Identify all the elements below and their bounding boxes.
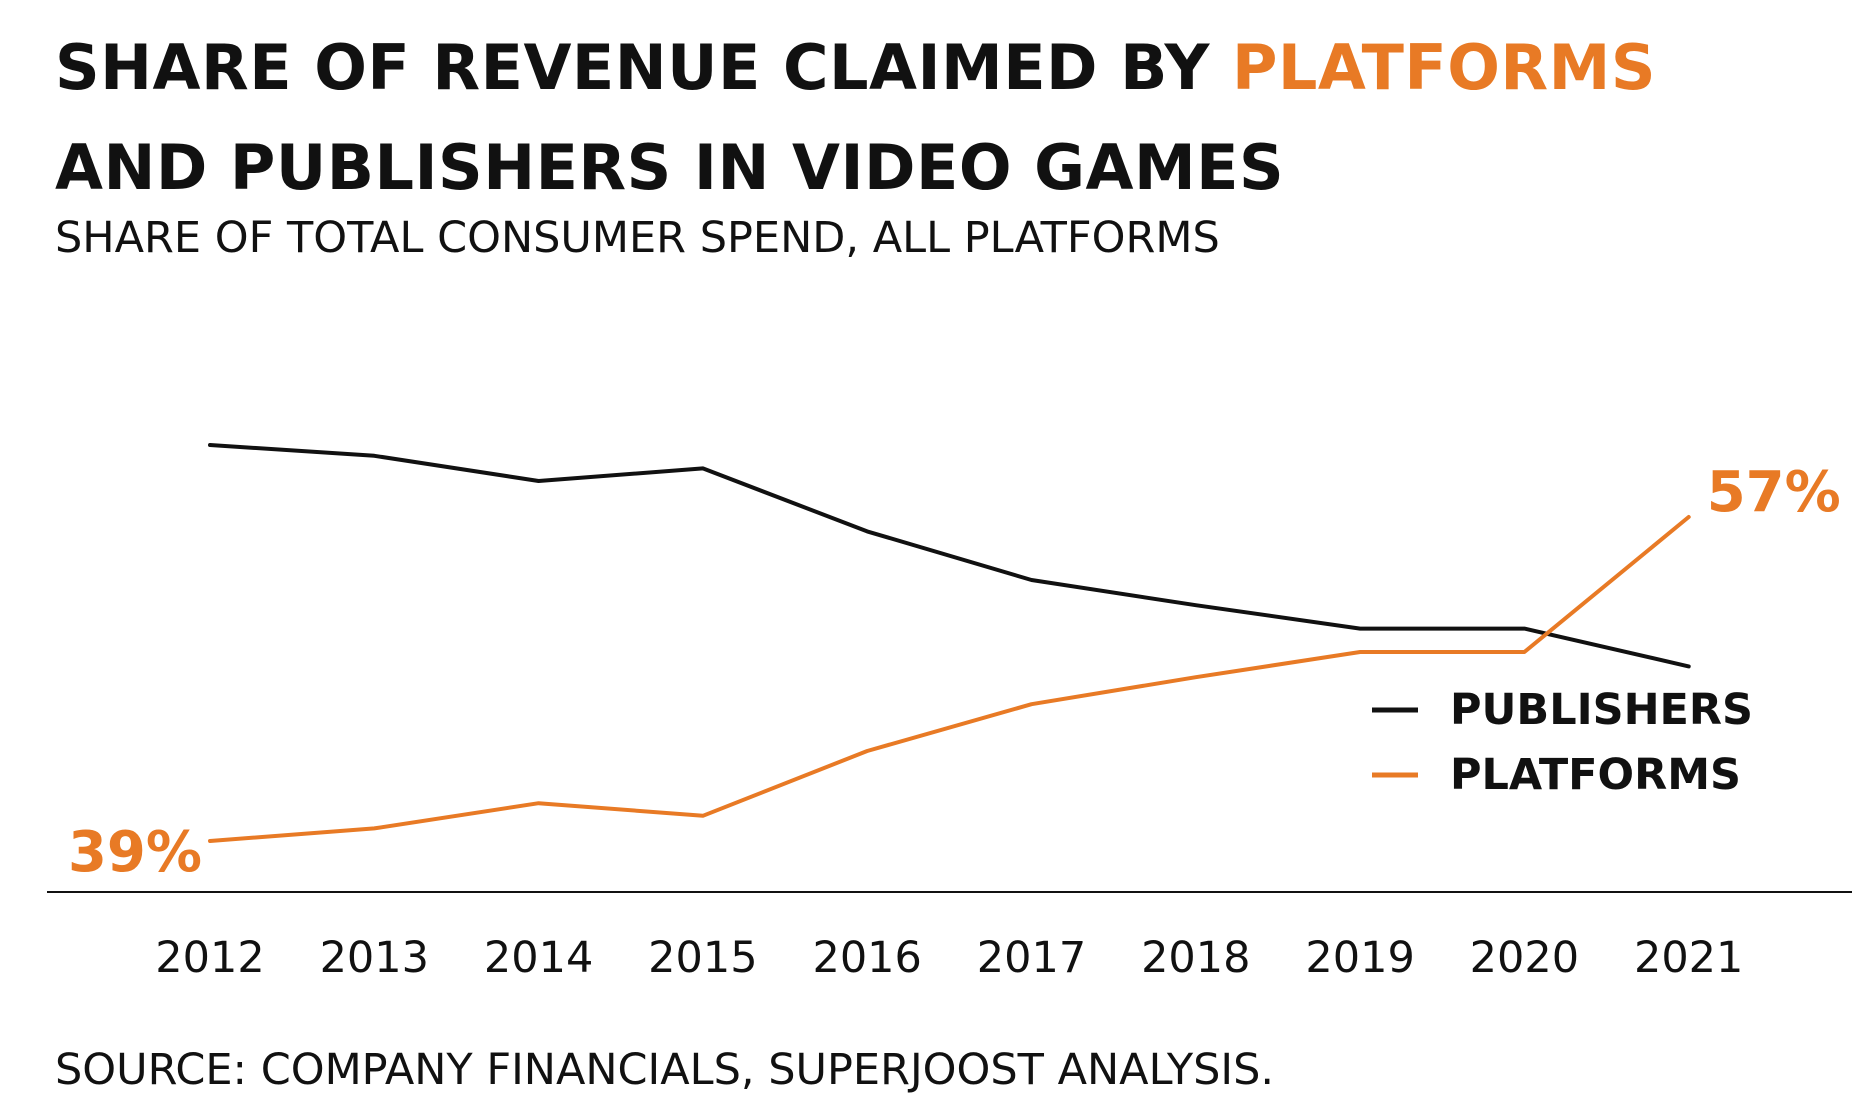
series-layer (208, 443, 1691, 843)
title-accent-text: PLATFORMS (1231, 31, 1657, 104)
source-note: SOURCE: COMPANY FINANCIALS, SUPERJOOST A… (55, 1045, 1275, 1095)
x-tick-label-2016: 2016 (812, 933, 921, 983)
title-line2-text: AND PUBLISHERS IN VIDEO GAMES (55, 131, 1285, 204)
x-tick-label-2015: 2015 (648, 933, 757, 983)
series-line-publishers (208, 443, 1691, 669)
data-label-2021: 57% (1707, 460, 1841, 525)
legend-label-platforms: PLATFORMS (1450, 750, 1741, 800)
x-tick-labels: 2012 2013 2014 2015 2016 2017 2018 2019 2020 2021 (155, 933, 1743, 983)
x-tick-label-2020: 2020 (1470, 933, 1579, 983)
x-tick-label-2012: 2012 (155, 933, 264, 983)
chart-title: SHARE OF REVENUE CLAIMED BY PLATFORMS AND… (55, 18, 1835, 218)
x-tick-label-2021: 2021 (1634, 933, 1743, 983)
series-line-platforms (208, 515, 1691, 843)
x-tick-label-2018: 2018 (1141, 933, 1250, 983)
data-labels: 39% 57% (68, 460, 1841, 885)
title-line1-text: SHARE OF REVENUE CLAIMED BY (55, 31, 1232, 104)
x-tick-label-2017: 2017 (977, 933, 1086, 983)
chart-subtitle: SHARE OF TOTAL CONSUMER SPEND, ALL PLATF… (55, 213, 1220, 263)
x-tick-label-2019: 2019 (1305, 933, 1414, 983)
legend: PUBLISHERS PLATFORMS (1372, 685, 1753, 800)
x-tick-label-2013: 2013 (320, 933, 429, 983)
legend-label-publishers: PUBLISHERS (1450, 685, 1753, 735)
x-tick-label-2014: 2014 (484, 933, 593, 983)
data-label-2012: 39% (68, 820, 202, 885)
